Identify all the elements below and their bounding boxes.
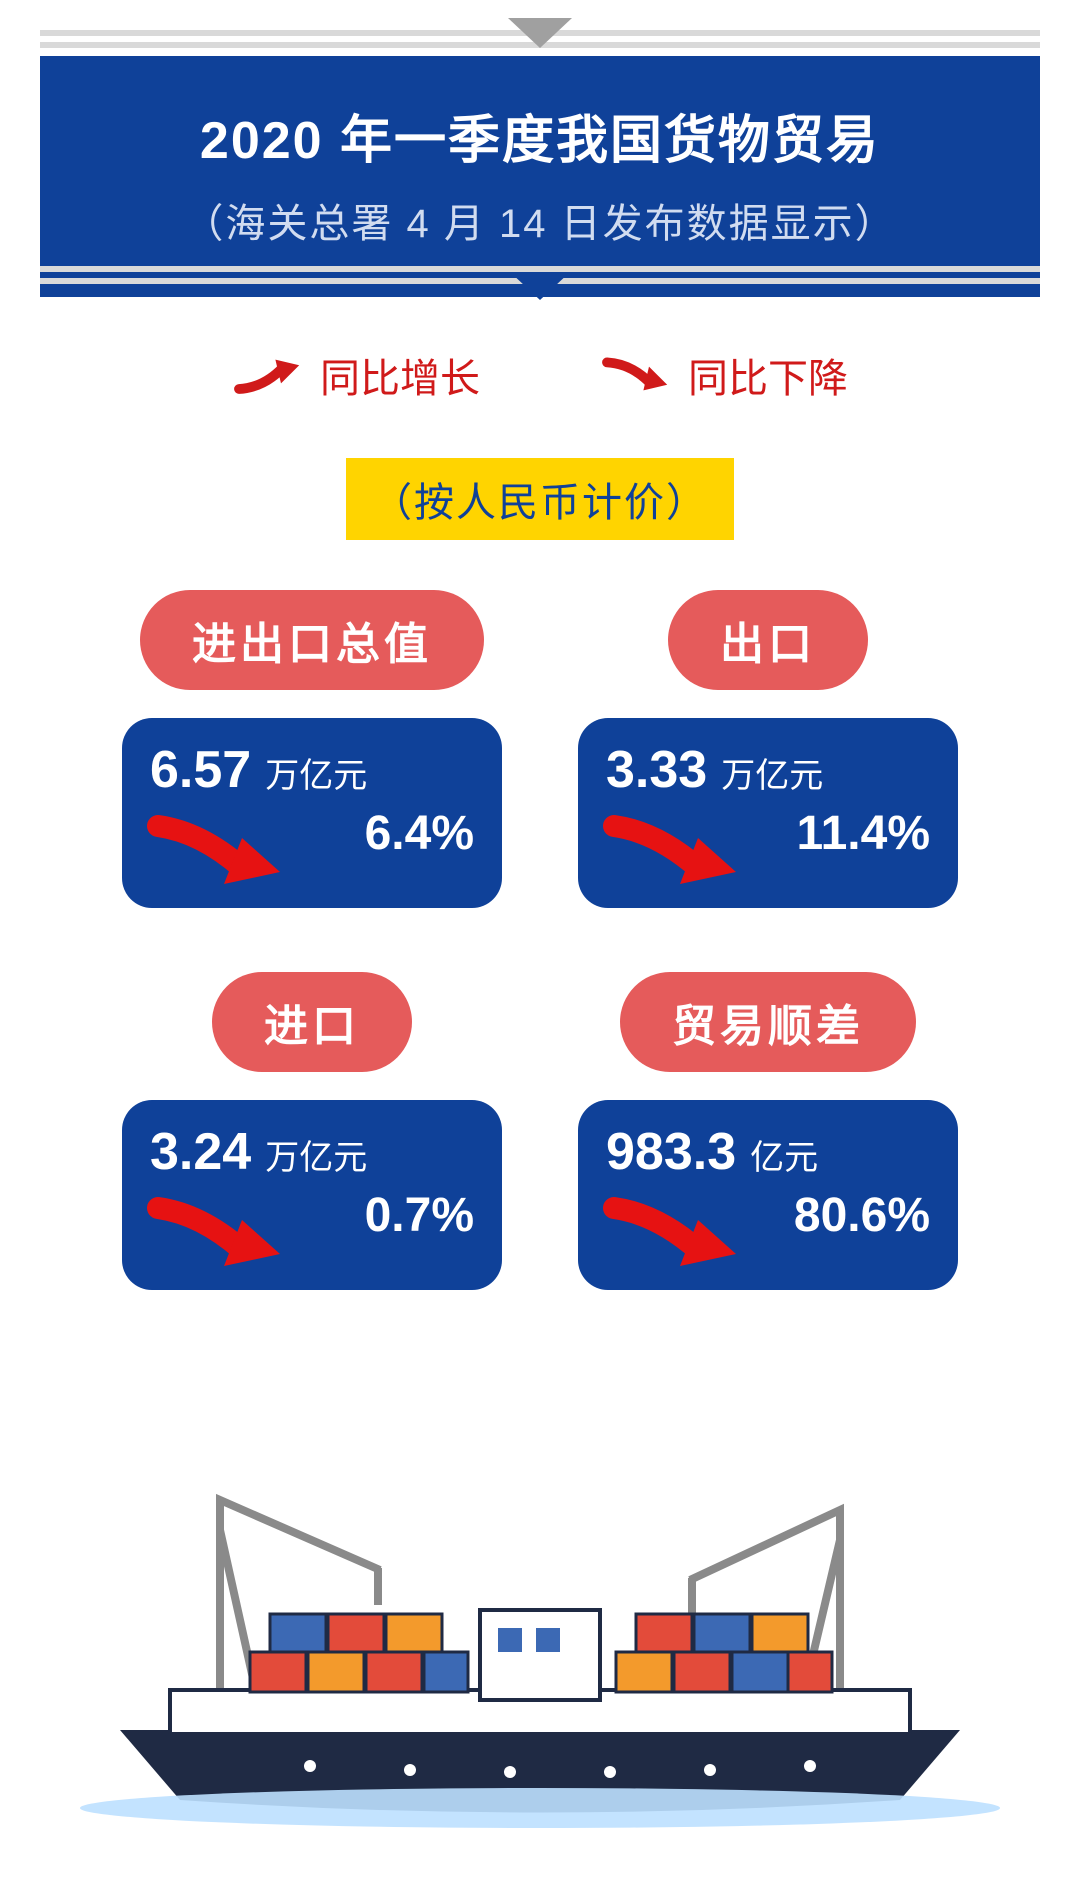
card-pct: 6.4% <box>365 806 474 861</box>
header-panel: 2020 年一季度我国货物贸易 （海关总署 4 月 14 日发布数据显示） <box>40 56 1040 297</box>
legend: 同比增长 同比下降 <box>0 346 1080 404</box>
card-pct: 0.7% <box>365 1188 474 1243</box>
mid-triangle-icon <box>510 272 570 300</box>
legend-down: 同比下降 <box>600 346 848 404</box>
legend-up: 同比增长 <box>232 346 480 404</box>
card-surplus: 贸易顺差 983.3 亿元 80.6% <box>576 972 960 1290</box>
card-value: 6.57 <box>150 740 251 800</box>
header-title: 2020 年一季度我国货物贸易 <box>60 98 1020 173</box>
arrow-down-icon <box>602 812 742 892</box>
top-triangle-icon <box>508 18 572 48</box>
card-panel: 983.3 亿元 80.6% <box>578 1100 958 1290</box>
card-panel: 3.24 万亿元 0.7% <box>122 1100 502 1290</box>
card-panel: 3.33 万亿元 11.4% <box>578 718 958 908</box>
ship-illustration <box>0 1430 1080 1830</box>
card-title: 进口 <box>212 972 412 1072</box>
arrow-down-icon <box>600 353 670 397</box>
card-unit: 万亿元 <box>265 1130 367 1179</box>
card-unit: 万亿元 <box>265 748 367 797</box>
card-total: 进出口总值 6.57 万亿元 6.4% <box>120 590 504 908</box>
legend-down-label: 同比下降 <box>688 346 848 404</box>
card-unit: 亿元 <box>750 1130 818 1179</box>
header-subtitle: （海关总署 4 月 14 日发布数据显示） <box>60 191 1020 249</box>
card-import: 进口 3.24 万亿元 0.7% <box>120 972 504 1290</box>
card-export: 出口 3.33 万亿元 11.4% <box>576 590 960 908</box>
card-value: 3.24 <box>150 1122 251 1182</box>
card-title: 出口 <box>668 590 868 690</box>
currency-note-badge: （按人民币计价） <box>346 458 734 540</box>
arrow-down-icon <box>602 1194 742 1274</box>
card-pct: 11.4% <box>797 806 930 861</box>
card-panel: 6.57 万亿元 6.4% <box>122 718 502 908</box>
ship-icon <box>60 1430 1020 1830</box>
card-title: 进出口总值 <box>140 590 484 690</box>
card-value: 3.33 <box>606 740 707 800</box>
arrow-up-icon <box>232 353 302 397</box>
arrow-down-icon <box>146 812 286 892</box>
card-title: 贸易顺差 <box>620 972 916 1072</box>
card-pct: 80.6% <box>794 1188 930 1243</box>
card-unit: 万亿元 <box>721 748 823 797</box>
card-value: 983.3 <box>606 1122 736 1182</box>
arrow-down-icon <box>146 1194 286 1274</box>
legend-up-label: 同比增长 <box>320 346 480 404</box>
metrics-grid: 进出口总值 6.57 万亿元 6.4% 出口 3.33 万亿元 <box>0 590 1080 1290</box>
